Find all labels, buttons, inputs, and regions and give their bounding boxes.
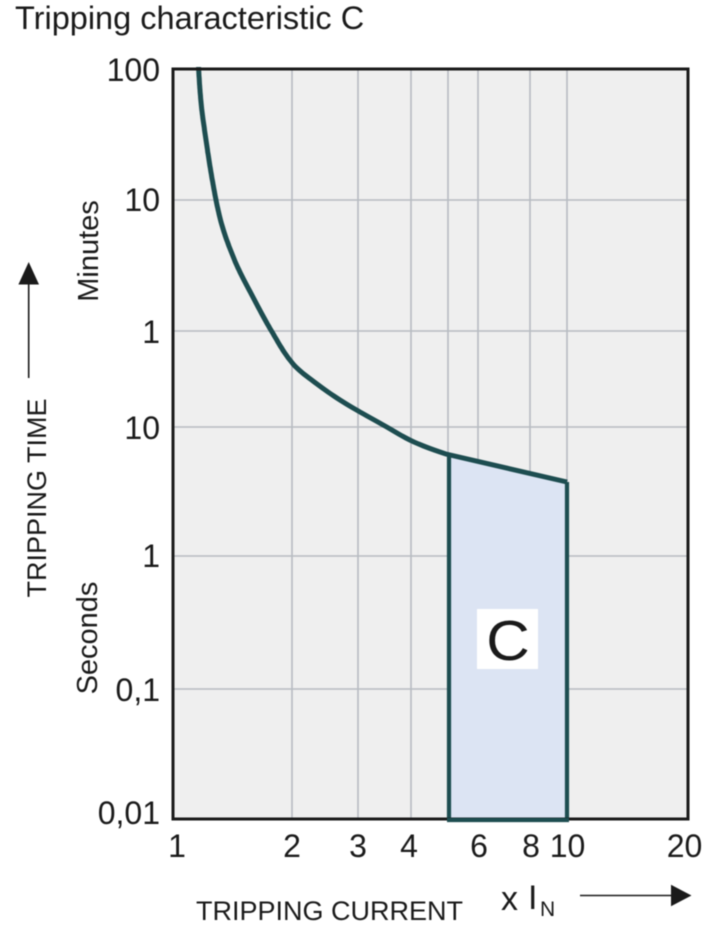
svg-text:8: 8: [522, 828, 540, 864]
svg-text:1: 1: [142, 538, 160, 574]
svg-text:20: 20: [667, 828, 703, 864]
svg-text:10: 10: [124, 410, 160, 446]
svg-text:TRIPPING CURRENT: TRIPPING CURRENT: [196, 896, 463, 926]
svg-text:I: I: [528, 879, 537, 917]
svg-text:6: 6: [470, 828, 488, 864]
svg-text:10: 10: [550, 828, 586, 864]
svg-text:Tripping characteristic C: Tripping characteristic C: [15, 0, 364, 36]
svg-text:100: 100: [107, 52, 160, 88]
svg-text:0,01: 0,01: [98, 795, 160, 831]
svg-text:3: 3: [349, 828, 367, 864]
svg-text:TRIPPING TIME: TRIPPING TIME: [22, 398, 52, 597]
svg-text:0,1: 0,1: [116, 672, 160, 708]
svg-text:x: x: [501, 880, 518, 918]
svg-text:1: 1: [168, 828, 186, 864]
svg-text:1: 1: [142, 314, 160, 350]
svg-text:4: 4: [400, 828, 418, 864]
svg-text:C: C: [486, 609, 530, 673]
svg-text:2: 2: [283, 828, 301, 864]
svg-text:N: N: [540, 898, 555, 921]
svg-text:10: 10: [124, 182, 160, 218]
svg-text:Seconds: Seconds: [72, 582, 104, 695]
svg-text:Minutes: Minutes: [73, 200, 105, 302]
